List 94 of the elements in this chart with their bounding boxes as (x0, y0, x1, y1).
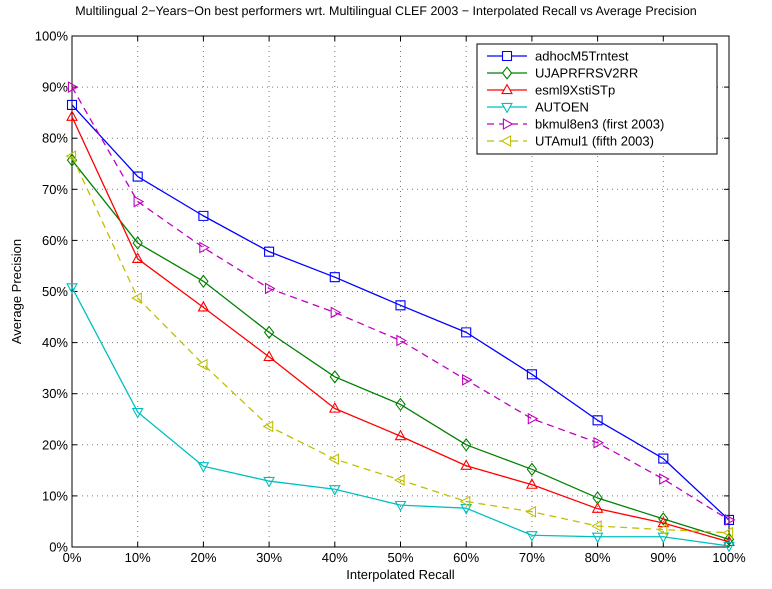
x-tick-label: 90% (650, 550, 677, 565)
point (329, 402, 340, 413)
point (198, 210, 208, 221)
x-tick-label: 50% (387, 550, 414, 565)
point (461, 327, 472, 338)
point (592, 532, 604, 543)
point (528, 413, 538, 424)
point (198, 301, 209, 312)
y-tick-label: 100% (34, 28, 68, 44)
x-axis-title: Interpolated Recall (346, 567, 455, 582)
point (264, 282, 276, 294)
point (66, 110, 78, 121)
point (460, 496, 470, 508)
x-tick-label: 60% (453, 550, 480, 565)
point (66, 283, 78, 294)
point (132, 171, 143, 182)
x-tick-label: 70% (518, 550, 546, 565)
point (66, 154, 78, 167)
point (526, 478, 538, 489)
point (724, 536, 734, 546)
point (658, 532, 669, 543)
y-tick-label: 60% (42, 232, 68, 248)
point (330, 272, 340, 282)
y-axis-title: Average Precision (9, 238, 24, 344)
chart-title: Multilingual 2−Years−On best performers wrt. Multilingual CLEF 2003 − Interpolated Recall vs Average Precision (75, 4, 697, 18)
point (659, 474, 670, 485)
point (394, 474, 405, 486)
point (132, 408, 144, 418)
point (658, 454, 668, 464)
y-tick-label: 70% (42, 182, 68, 197)
x-tick-label: 30% (256, 550, 283, 565)
point (593, 437, 604, 448)
point (657, 524, 668, 536)
x-tick-label: 10% (124, 550, 152, 565)
point (264, 350, 275, 362)
point (199, 242, 210, 254)
point (658, 517, 669, 528)
legend-label: AUTOEN (535, 100, 589, 114)
point (396, 335, 406, 346)
point (328, 454, 339, 465)
y-tick-label: 40% (42, 335, 68, 350)
point (526, 506, 536, 518)
point (197, 359, 208, 370)
point (264, 326, 274, 339)
x-tick-label: 40% (322, 550, 348, 565)
point (134, 196, 144, 208)
point (460, 504, 472, 514)
point (132, 252, 144, 263)
point (198, 274, 208, 288)
legend-label: bkmul8en3 (first 2003) (535, 116, 664, 132)
y-tick-label: 20% (42, 437, 68, 452)
legend-label: esml9XstiSTp (535, 82, 616, 98)
point (264, 246, 274, 257)
legend-label: UTAmul1 (fifth 2003) (535, 134, 654, 148)
point (132, 236, 143, 250)
point (723, 527, 734, 538)
point (526, 531, 538, 542)
point (68, 82, 78, 93)
y-tick-label: 10% (42, 488, 68, 504)
y-tick-label: 80% (42, 130, 68, 146)
point (329, 485, 340, 496)
point (592, 415, 603, 426)
point (460, 460, 472, 470)
x-tick-label: 0% (62, 550, 82, 565)
point (66, 100, 78, 110)
point (132, 292, 142, 304)
point (658, 512, 668, 526)
point (526, 462, 537, 476)
point (264, 476, 275, 488)
x-tick-label: 20% (190, 550, 217, 565)
legend-label: UJAPRFRSV2RR (535, 66, 638, 80)
point (724, 532, 734, 546)
point (198, 462, 209, 472)
point (592, 520, 602, 532)
point (724, 542, 734, 552)
x-tick-label: 100% (712, 550, 746, 565)
point (592, 492, 603, 504)
point (592, 502, 604, 513)
y-tick-label: 90% (42, 80, 68, 95)
y-tick-label: 50% (42, 284, 68, 299)
point (462, 374, 472, 386)
point (263, 420, 274, 432)
point (461, 438, 472, 452)
point (395, 398, 406, 411)
point (66, 150, 76, 162)
legend-label: adhocM5Trntest (535, 48, 629, 64)
point (330, 370, 340, 384)
point (330, 306, 341, 318)
point (395, 300, 406, 310)
point (526, 369, 537, 380)
point (395, 430, 406, 440)
point (395, 500, 406, 512)
x-tick-label: 80% (584, 550, 612, 565)
y-tick-label: 30% (42, 386, 68, 402)
